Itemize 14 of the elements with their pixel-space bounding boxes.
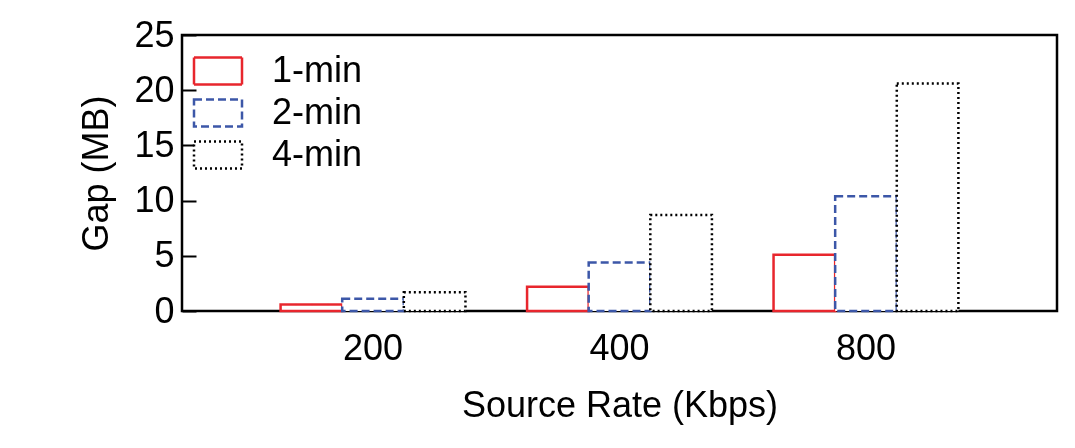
y-tick-label: 25	[134, 13, 175, 55]
x-tick-label: 400	[589, 326, 650, 368]
x-axis-title: Source Rate (Kbps)	[461, 383, 779, 425]
legend-label: 4-min	[272, 133, 363, 174]
x-tick-label: 200	[342, 326, 404, 368]
x-tick-label: 800	[835, 326, 897, 368]
legend-label: 2-min	[272, 91, 363, 132]
y-tick-label: 10	[134, 179, 175, 221]
y-tick-label: 5	[154, 234, 175, 276]
y-tick-label: 15	[134, 123, 175, 165]
y-tick-label: 20	[134, 68, 175, 110]
legend-label: 1-min	[272, 49, 363, 90]
y-tick-label: 0	[154, 289, 175, 331]
y-axis-title: Gap (MB)	[75, 95, 117, 252]
